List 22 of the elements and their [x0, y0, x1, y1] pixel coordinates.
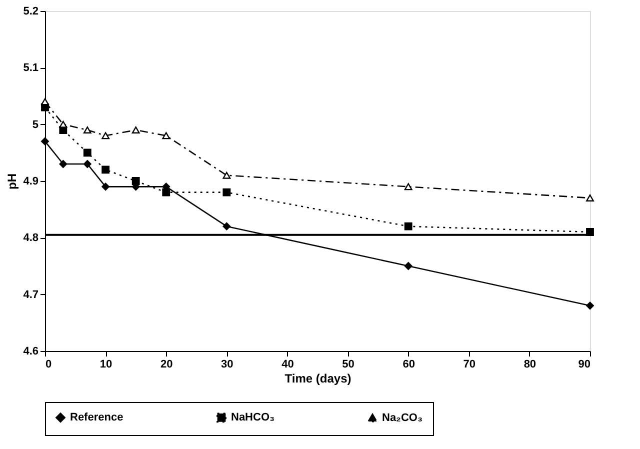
x-tick-label: 20 — [160, 358, 173, 370]
y-tick-label: 4.8 — [23, 232, 38, 244]
y-tick-label: 5 — [32, 118, 38, 131]
y-tick-label: 4.9 — [23, 176, 38, 188]
y-tick-label: 5.1 — [23, 62, 38, 74]
x-tick-label: 60 — [402, 358, 415, 370]
y-tick-label: 4.7 — [23, 288, 38, 301]
y-axis-title: pH — [5, 174, 20, 190]
x-tick-label: 90 — [578, 358, 590, 370]
y-tick-label: 5.2 — [23, 6, 38, 18]
x-tick-label: 80 — [524, 358, 536, 370]
x-tick-label: 30 — [221, 358, 234, 370]
x-tick-label: 0 — [46, 358, 52, 370]
legend-label: Na₂CO₃ — [382, 412, 423, 424]
y-tick-label: 4.6 — [23, 346, 38, 358]
x-axis-title: Time (days) — [284, 372, 352, 386]
x-tick-label: 40 — [282, 358, 294, 370]
x-tick-label: 70 — [463, 358, 476, 370]
legend-label: Reference — [70, 412, 124, 424]
legend-label: NaHCO₃ — [231, 412, 275, 424]
x-tick-label: 50 — [342, 358, 354, 370]
x-tick-label: 10 — [100, 358, 112, 370]
